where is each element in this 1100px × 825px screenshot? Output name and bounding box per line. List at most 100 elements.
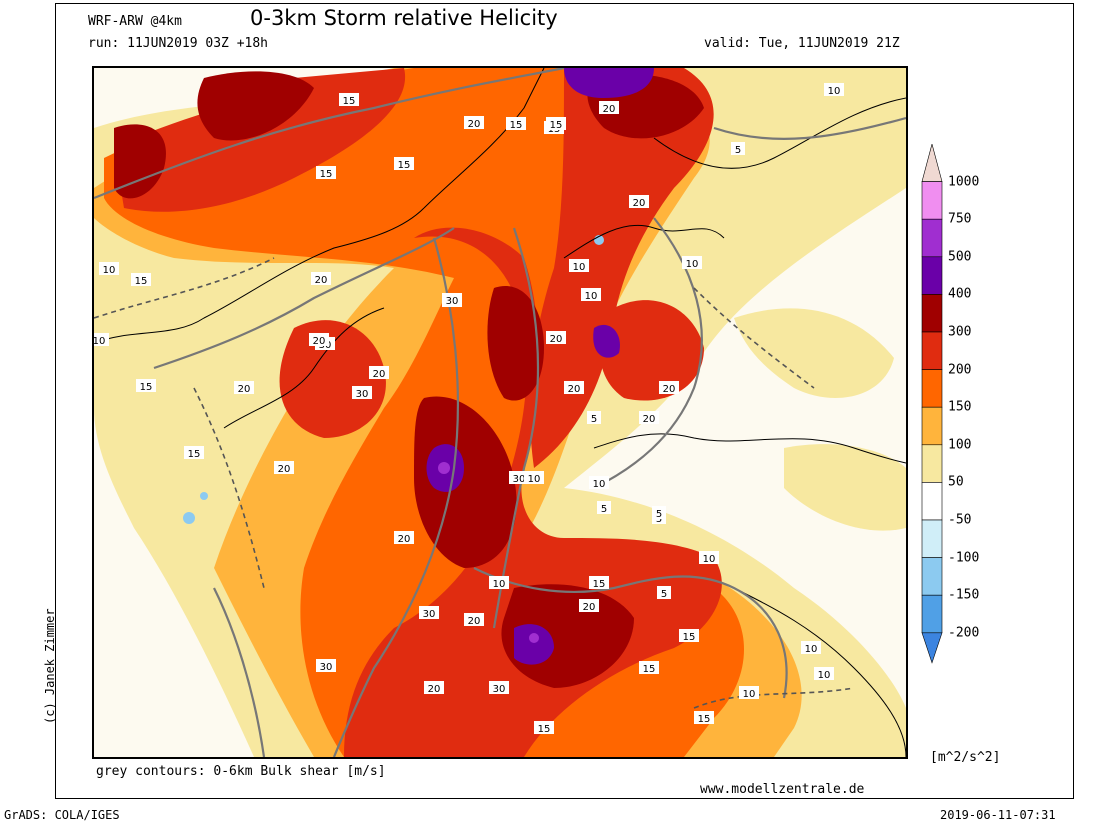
- contour-label: 10: [569, 259, 589, 273]
- map-title: 0-3km Storm relative Helicity: [250, 6, 558, 30]
- contour-label-text: 20: [633, 198, 646, 209]
- color-legend: [921, 144, 943, 664]
- contour-label-text: 15: [343, 96, 356, 107]
- contour-label-text: 20: [663, 384, 676, 395]
- legend-swatch: [921, 294, 943, 333]
- contour-label-text: 5: [601, 504, 607, 515]
- contour-label: 20: [424, 681, 444, 695]
- contour-label-text: 20: [278, 464, 291, 475]
- contour-label-text: 15: [140, 382, 153, 393]
- contour-label-text: 20: [643, 414, 656, 425]
- contour-label-text: 10: [818, 670, 831, 681]
- contour-label: 20: [309, 333, 329, 347]
- generation-timestamp: 2019-06-11-07:31: [940, 808, 1056, 822]
- contour-label-text: 20: [583, 602, 596, 613]
- contour-label-text: 20: [428, 684, 441, 695]
- contour-label: 30: [442, 293, 462, 307]
- legend-level-label: 750: [948, 211, 972, 227]
- contour-label-text: 30: [446, 296, 459, 307]
- legend-swatch: [921, 218, 943, 258]
- legend-swatch: [921, 444, 943, 483]
- contour-label-text: 20: [468, 119, 481, 130]
- contour-label: 10: [99, 262, 119, 276]
- legend-top-triangle: [921, 144, 943, 182]
- contour-label-text: 15: [698, 714, 711, 725]
- contour-label-text: 20: [468, 616, 481, 627]
- contour-label-text: 30: [356, 389, 369, 400]
- contour-note: grey contours: 0-6km Bulk shear [m/s]: [96, 764, 386, 779]
- contour-label: 15: [679, 629, 699, 643]
- contour-label: 20: [599, 101, 619, 115]
- contour-label: 10: [589, 476, 609, 490]
- contour-label-text: 15: [643, 664, 656, 675]
- contour-label: 15: [546, 117, 566, 131]
- contour-label-text: 10: [686, 259, 699, 270]
- contour-label-text: 30: [320, 662, 333, 673]
- legend-swatch: [921, 594, 943, 634]
- contour-label: 15: [639, 661, 659, 675]
- legend-level-label: 150: [948, 399, 972, 415]
- contour-label-text: 10: [805, 644, 818, 655]
- contour-label: 5: [652, 506, 666, 520]
- contour-label: 30: [352, 386, 372, 400]
- figure-frame: [55, 3, 1074, 799]
- contour-label-text: 10: [743, 689, 756, 700]
- contour-label: 20: [629, 195, 649, 209]
- contour-label: 15: [694, 711, 714, 725]
- contour-label-text: 10: [703, 554, 716, 565]
- contour-label-text: 5: [591, 414, 597, 425]
- contour-label-text: 15: [188, 449, 201, 460]
- contour-label-text: 20: [568, 384, 581, 395]
- legend-swatch: [921, 181, 943, 220]
- legend-level-label: 300: [948, 324, 972, 340]
- contour-label-text: 15: [593, 579, 606, 590]
- contour-label-text: 15: [538, 724, 551, 735]
- contour-label: 10: [524, 471, 544, 485]
- contour-label: 10: [682, 256, 702, 270]
- contour-label-text: 10: [585, 291, 598, 302]
- contour-label: 10: [824, 83, 844, 97]
- contour-label-text: 10: [103, 265, 116, 276]
- contour-label-text: 5: [661, 589, 667, 600]
- valid-time: valid: Tue, 11JUN2019 21Z: [704, 36, 900, 51]
- contour-label: 30: [316, 659, 336, 673]
- contour-label-text: 15: [550, 120, 563, 131]
- legend-units: [m^2/s^2]: [930, 750, 1001, 765]
- contour-label: 10: [801, 641, 821, 655]
- contour-label: 15: [589, 576, 609, 590]
- contour-label-text: 20: [373, 369, 386, 380]
- contour-label-text: 20: [313, 336, 326, 347]
- contour-label: 20: [464, 116, 484, 130]
- contour-label: 20: [579, 599, 599, 613]
- contour-label: 15: [339, 93, 359, 107]
- contour-label: 10: [739, 686, 759, 700]
- contour-label: 5: [587, 411, 601, 425]
- legend-swatch: [921, 482, 943, 521]
- legend-level-label: 1000: [948, 174, 980, 190]
- contour-label-text: 30: [513, 474, 526, 485]
- shading-negative: [183, 235, 604, 524]
- contour-label: 5: [597, 501, 611, 515]
- contour-label-text: 30: [423, 609, 436, 620]
- legend-level-label: -100: [948, 550, 980, 566]
- legend-level-label: -200: [948, 625, 980, 641]
- contour-label: 20: [564, 381, 584, 395]
- legend-swatch: [921, 519, 943, 558]
- contour-label-text: 10: [493, 579, 506, 590]
- contour-label: 20: [234, 381, 254, 395]
- legend-swatch: [921, 256, 943, 295]
- contour-label: 20: [369, 366, 389, 380]
- contour-label-text: 20: [315, 275, 328, 286]
- contour-label-text: 5: [656, 509, 662, 520]
- contour-label-text: 10: [573, 262, 586, 273]
- contour-labels: 1515105101520151520201510103020151020201…: [94, 83, 844, 735]
- contour-label: 10: [489, 576, 509, 590]
- contour-label: 10: [814, 667, 834, 681]
- legend-swatch: [921, 331, 943, 370]
- contour-label: 10: [581, 288, 601, 302]
- contour-label: 10: [94, 333, 109, 347]
- contour-label-text: 15: [320, 169, 333, 180]
- contour-label: 5: [731, 142, 745, 156]
- contour-label-text: 15: [683, 632, 696, 643]
- contour-label: 20: [274, 461, 294, 475]
